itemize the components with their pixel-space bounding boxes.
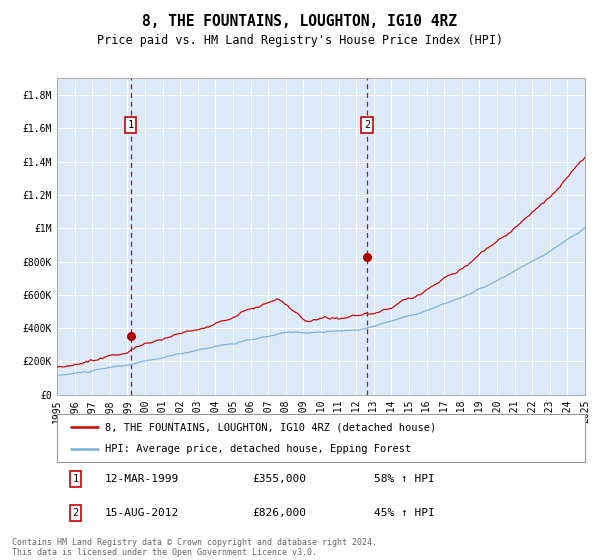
Text: Price paid vs. HM Land Registry's House Price Index (HPI): Price paid vs. HM Land Registry's House … [97,34,503,46]
Text: £355,000: £355,000 [253,474,307,484]
Text: 8, THE FOUNTAINS, LOUGHTON, IG10 4RZ: 8, THE FOUNTAINS, LOUGHTON, IG10 4RZ [143,14,458,29]
Text: £826,000: £826,000 [253,508,307,518]
Text: 8, THE FOUNTAINS, LOUGHTON, IG10 4RZ (detached house): 8, THE FOUNTAINS, LOUGHTON, IG10 4RZ (de… [104,422,436,432]
Text: 1: 1 [73,474,79,484]
Text: 15-AUG-2012: 15-AUG-2012 [104,508,179,518]
Text: 58% ↑ HPI: 58% ↑ HPI [374,474,434,484]
Text: Contains HM Land Registry data © Crown copyright and database right 2024.
This d: Contains HM Land Registry data © Crown c… [12,538,377,557]
Text: HPI: Average price, detached house, Epping Forest: HPI: Average price, detached house, Eppi… [104,444,411,454]
Text: 1: 1 [128,120,134,130]
Text: 2: 2 [73,508,79,518]
Text: 2: 2 [364,120,370,130]
Text: 45% ↑ HPI: 45% ↑ HPI [374,508,434,518]
Text: 12-MAR-1999: 12-MAR-1999 [104,474,179,484]
